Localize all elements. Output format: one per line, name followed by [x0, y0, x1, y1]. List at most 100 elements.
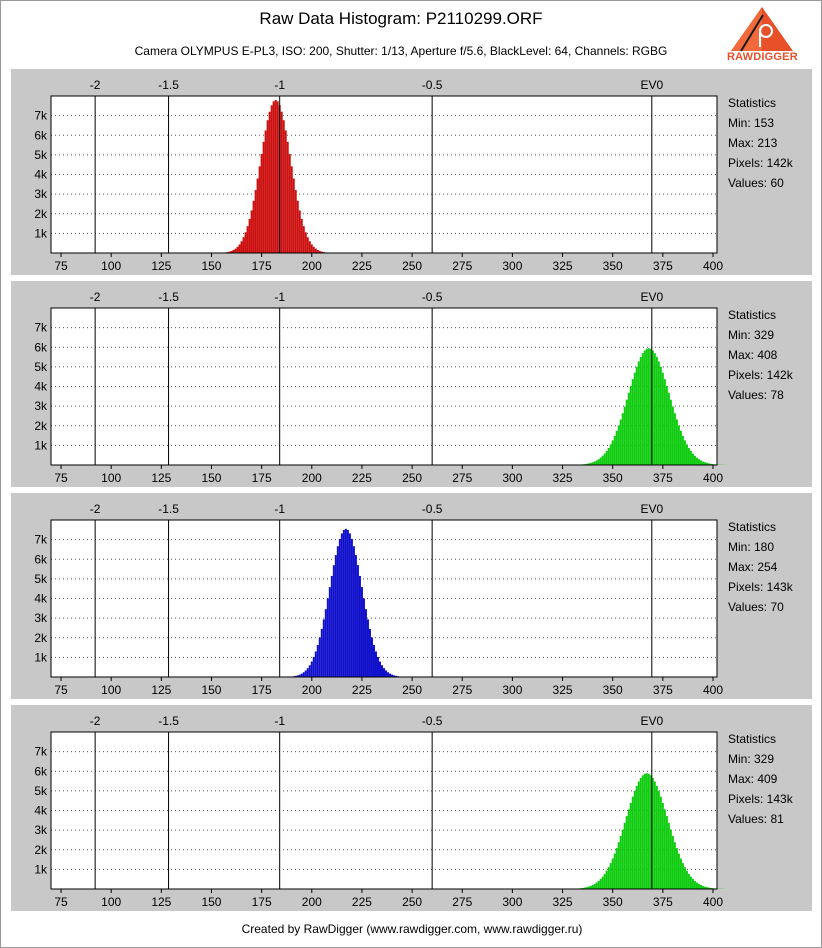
histogram-bar	[703, 462, 706, 465]
histogram-bar	[597, 880, 600, 889]
histogram-chart-2: 1k 2k 3k 4k 5k 6k 7k 75 100 125 150 175 200 225 250 275…	[34, 290, 726, 485]
x-tick-label: 400	[703, 471, 723, 485]
histogram-bar	[609, 444, 612, 465]
x-tick-label: 350	[603, 471, 623, 485]
statistics-min: Min: 180	[728, 540, 775, 554]
histogram-bar	[685, 870, 688, 889]
histogram-bar	[613, 435, 616, 465]
histogram-bar	[314, 651, 317, 677]
histogram-bar	[296, 675, 299, 677]
statistics-pixels: Pixels: 143k	[728, 792, 793, 806]
histogram-bar	[639, 777, 642, 889]
x-tick-label: 200	[302, 471, 322, 485]
plot-border	[50, 307, 718, 466]
ev-label: -2	[90, 78, 101, 92]
y-tick-label: 6k	[34, 552, 48, 566]
histogram-bar	[300, 218, 303, 253]
histogram-chart-4: 1k 2k 3k 4k 5k 6k 7k 75 100 125 150 175 200 225 250 275…	[34, 714, 726, 909]
histogram-bar	[362, 598, 365, 677]
x-tick-label: 325	[553, 259, 573, 273]
histogram-bar	[671, 835, 674, 889]
histogram-bar	[583, 887, 586, 889]
histogram-bar	[645, 348, 648, 465]
x-tick-label: 375	[653, 259, 673, 273]
histogram-bar	[605, 870, 608, 889]
histogram-bar	[611, 440, 614, 465]
histogram-bar	[316, 249, 319, 253]
statistics-heading: Statistics	[728, 732, 777, 746]
histogram-bar	[356, 565, 359, 677]
histogram-bar	[276, 101, 279, 253]
histogram-chart-3: 1k 2k 3k 4k 5k 6k 7k 75 100 125 150 175 200 225 250 275…	[34, 502, 723, 697]
histogram-bar	[236, 246, 239, 253]
histogram-panel-1: 1k 2k 3k 4k 5k 6k 7k 75 100 125 150 175 200 225 250 275…	[11, 69, 812, 275]
histogram-bar	[380, 665, 383, 677]
histogram-bar	[673, 842, 676, 889]
histogram-bar	[621, 829, 624, 889]
x-tick-label: 250	[402, 259, 422, 273]
x-tick-label: 225	[352, 683, 372, 697]
y-tick-label: 1k	[34, 438, 48, 452]
statistics-heading: Statistics	[728, 96, 777, 110]
histogram-bar	[290, 166, 293, 253]
histogram-bar	[280, 111, 283, 253]
histogram-bar	[697, 459, 700, 465]
histogram-bar	[250, 210, 253, 253]
histogram-bar	[647, 773, 650, 889]
histogram-bar	[304, 232, 307, 253]
histogram-bar	[643, 350, 646, 465]
x-tick-label: 225	[352, 895, 372, 909]
x-tick-label: 200	[302, 895, 322, 909]
histogram-bar	[633, 372, 636, 465]
statistics-min: Min: 329	[728, 752, 775, 766]
histogram-bar	[697, 883, 700, 889]
histogram-bar	[651, 350, 654, 465]
histogram-bar	[643, 773, 646, 889]
x-tick-label: 100	[101, 895, 121, 909]
histogram-bar	[625, 399, 628, 465]
x-tick-label: 200	[302, 259, 322, 273]
x-tick-label: 275	[452, 683, 472, 697]
histogram-bar	[270, 105, 273, 253]
y-tick-label: 4k	[34, 592, 48, 606]
histogram-bar	[302, 672, 305, 677]
y-tick-label: 4k	[34, 380, 48, 394]
y-tick-label: 5k	[34, 572, 48, 586]
histogram-bar	[615, 430, 618, 465]
histogram-bar	[316, 644, 319, 677]
histogram-bar	[689, 450, 692, 465]
histogram-bar	[609, 863, 612, 889]
x-tick-label: 225	[352, 471, 372, 485]
x-tick-label: 325	[553, 895, 573, 909]
histogram-bar	[611, 858, 614, 889]
histogram-bar	[687, 873, 690, 889]
x-tick-label: 300	[502, 471, 522, 485]
histogram-bar	[607, 867, 610, 889]
y-tick-label: 6k	[34, 764, 48, 778]
x-tick-label: 275	[452, 471, 472, 485]
ev-label: -2	[90, 290, 101, 304]
histogram-bar	[691, 453, 694, 465]
histogram-bar	[613, 853, 616, 889]
histogram-bar	[581, 887, 584, 889]
histogram-bar	[300, 673, 303, 677]
ev-label: -1	[274, 502, 285, 516]
histogram-bar	[286, 141, 289, 253]
histogram-bar	[603, 453, 606, 465]
histogram-bar	[346, 529, 349, 677]
x-tick-label: 200	[302, 683, 322, 697]
statistics-heading: Statistics	[728, 308, 777, 322]
histogram-bar	[306, 237, 309, 253]
histogram-bar	[310, 661, 313, 677]
histogram-bar	[246, 226, 249, 253]
y-tick-label: 7k	[34, 321, 48, 335]
x-tick-label: 150	[201, 895, 221, 909]
y-tick-label: 3k	[34, 399, 48, 413]
histogram-bar	[328, 587, 331, 677]
histogram-bar	[585, 463, 588, 465]
x-tick-label: 175	[252, 471, 272, 485]
histogram-bar	[695, 882, 698, 889]
histogram-bar	[677, 853, 680, 889]
histogram-bar	[699, 885, 702, 889]
x-tick-label: 125	[151, 471, 171, 485]
